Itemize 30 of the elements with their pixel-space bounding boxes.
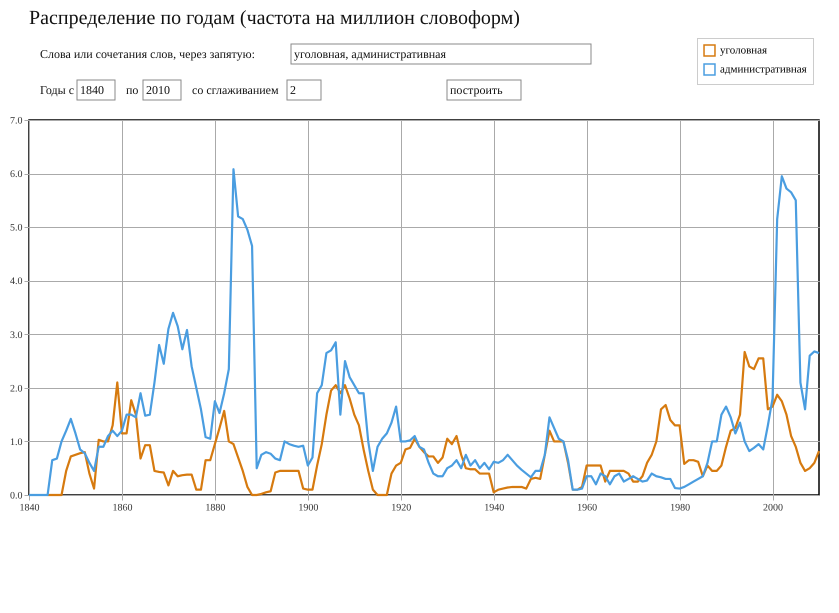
x-tick-label: 1840: [20, 502, 40, 514]
x-tick-label: 2000: [763, 502, 784, 514]
legend-label: уголовная: [720, 44, 768, 56]
legend-label: административная: [720, 64, 807, 76]
y-tick-label: 6.0: [10, 169, 22, 180]
y-tick-label: 4.0: [10, 276, 22, 288]
x-tick-label: 1940: [484, 502, 504, 514]
x-tick-label: 1860: [112, 502, 132, 514]
text: 2: [290, 83, 296, 97]
y-tick-label: 7.0: [10, 116, 22, 126]
text: по: [126, 83, 138, 97]
chart-title: Распределение по годам (частота на миллион словоформ): [29, 7, 520, 29]
y-tick-label: 3.0: [10, 330, 22, 341]
text: построить: [450, 83, 504, 97]
line-series: [46, 350, 820, 496]
y-tick-label: 2.0: [10, 383, 22, 394]
text: уголовная, административная: [294, 47, 446, 61]
text: 1840: [80, 83, 104, 97]
text: со сглаживанием: [192, 83, 279, 97]
text: 2010: [146, 83, 170, 97]
y-tick-label: 1.0: [10, 436, 22, 448]
y-tick-label: 0.0: [10, 490, 22, 502]
x-tick-label: 1900: [298, 502, 318, 514]
x-tick-label: 1880: [205, 502, 226, 514]
x-tick-label: 1920: [391, 502, 412, 514]
x-tick-label: 1960: [577, 502, 598, 514]
y-tick-label: 5.0: [10, 222, 22, 234]
text: Годы с: [40, 83, 74, 97]
text: Слова или сочетания слов, через запятую:: [40, 47, 255, 61]
x-tick-label: 1980: [670, 502, 690, 514]
